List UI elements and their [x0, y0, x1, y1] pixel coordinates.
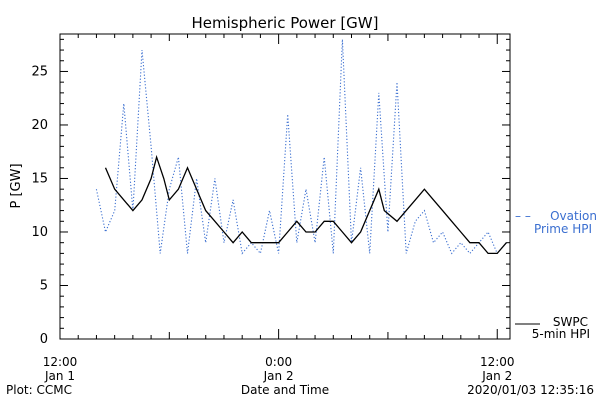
y-tick-label: 20 [31, 118, 48, 133]
legend-ovation-label-1: Ovation [550, 209, 597, 223]
x-tick-label-date: Jan 1 [44, 369, 75, 383]
legend-swpc-label-2: 5-min HPI [532, 327, 590, 341]
x-tick-label-time: 12:00 [480, 355, 515, 369]
y-axis-label: P [GW] [9, 163, 24, 208]
y-tick-label: 10 [31, 225, 48, 240]
plot-credit: Plot: CCMC [6, 383, 72, 397]
ovation-prime-series [95, 39, 507, 255]
chart-title: Hemispheric Power [GW] [192, 14, 379, 32]
x-tick-label-date: Jan 2 [481, 369, 512, 383]
y-axis: 0 5 10 15 20 25 [31, 38, 510, 347]
x-tick-label-time: 0:00 [265, 355, 292, 369]
y-tick-label: 15 [31, 171, 48, 186]
x-axis-label: Date and Time [241, 383, 329, 397]
plot-frame [59, 33, 511, 340]
y-tick-label: 5 [40, 278, 48, 293]
swpc-hpi-series [104, 154, 507, 255]
x-tick-label-time: 12:00 [43, 355, 78, 369]
plot-timestamp: 2020/01/03 12:35:16 [467, 383, 594, 397]
legend-ovation-dash: – – [515, 209, 531, 223]
legend-swpc-label-1: SWPC [553, 315, 588, 329]
y-tick-label: 0 [40, 332, 48, 347]
series-layer [95, 39, 507, 255]
x-tick-label-date: Jan 2 [263, 369, 294, 383]
y-tick-label: 25 [31, 64, 48, 79]
legend: – – Ovation Prime HPI SWPC 5-min HPI [515, 209, 597, 341]
legend-ovation-label-2: Prime HPI [534, 222, 592, 236]
